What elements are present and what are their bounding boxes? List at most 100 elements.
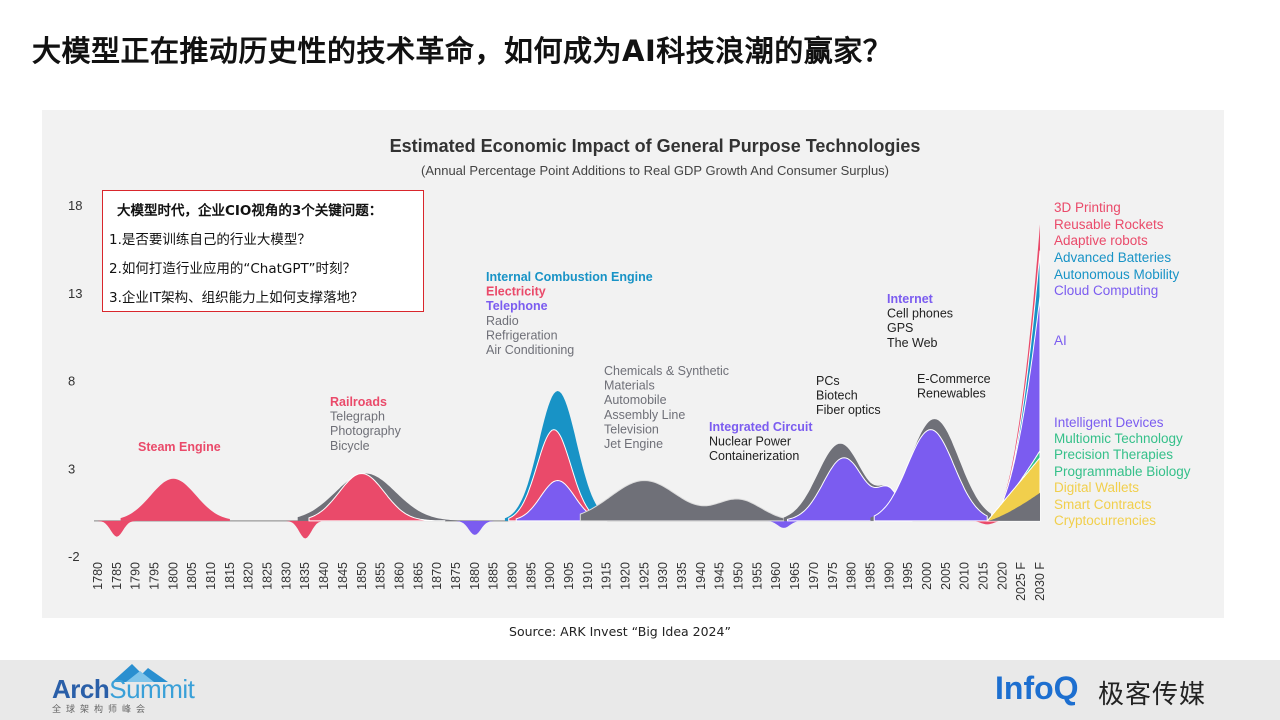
x-tick-label: 1815 bbox=[223, 562, 237, 590]
annotation-label: Cell phones bbox=[887, 307, 953, 321]
logo-part: Info bbox=[995, 670, 1054, 706]
y-tick-label: 13 bbox=[68, 286, 82, 301]
annotation-label: Telegraph bbox=[330, 410, 385, 424]
annotation-label: The Web bbox=[887, 336, 938, 350]
source-note: Source: ARK Invest “Big Idea 2024” bbox=[509, 624, 731, 639]
x-tick-label: 1820 bbox=[242, 562, 256, 590]
x-tick-label: 1995 bbox=[901, 562, 915, 590]
callout-question: 2.如何打造行业应用的“ChatGPT”时刻？ bbox=[109, 261, 356, 277]
annotation-label: Internet bbox=[887, 292, 934, 306]
x-tick-label: 1965 bbox=[788, 562, 802, 590]
x-tick-label: 1870 bbox=[430, 562, 444, 590]
y-tick-label: 18 bbox=[68, 198, 82, 213]
archsummit-logo-sub: 全球架构师峰会 bbox=[52, 705, 151, 715]
x-tick-label: 1975 bbox=[826, 562, 840, 590]
mark-peak-layer bbox=[873, 429, 988, 522]
x-tick-label: 1945 bbox=[713, 562, 727, 590]
x-tick-label: 1840 bbox=[317, 562, 331, 590]
y-tick-label: 3 bbox=[68, 461, 75, 476]
archsummit-logo-text: ArchSummit bbox=[52, 674, 195, 705]
legend-entry: Advanced Batteries bbox=[1054, 250, 1171, 265]
infoq-logo: InfoQ bbox=[995, 670, 1079, 707]
x-tick-label: 1830 bbox=[279, 562, 293, 590]
legend-entry: AI bbox=[1054, 333, 1067, 348]
x-tick-label: 1920 bbox=[619, 562, 633, 590]
x-tick-label: 1805 bbox=[185, 562, 199, 590]
x-tick-label: 1940 bbox=[694, 562, 708, 590]
annotation-label: Renewables bbox=[917, 387, 986, 401]
x-tick-label: 1795 bbox=[148, 562, 162, 590]
x-tick-label: 1880 bbox=[468, 562, 482, 590]
annotation-label: Internal Combustion Engine bbox=[486, 270, 653, 284]
logo-part: Q bbox=[1053, 670, 1079, 706]
annotation-label: Steam Engine bbox=[138, 440, 221, 454]
annotation-label: Air Conditioning bbox=[486, 343, 574, 357]
mark-dip bbox=[764, 520, 803, 528]
legend-entry: Cloud Computing bbox=[1054, 283, 1158, 298]
annotation-label: Refrigeration bbox=[486, 328, 558, 342]
mark-dip bbox=[286, 520, 325, 539]
legend-entry: Digital Wallets bbox=[1054, 480, 1139, 495]
x-tick-label: 1875 bbox=[449, 562, 463, 590]
x-tick-label: 1825 bbox=[261, 562, 275, 590]
mark-dip bbox=[968, 520, 1007, 525]
x-tick-label: 1780 bbox=[91, 562, 105, 590]
cio-questions-callout: 大模型时代，企业CIO视角的3个关键问题： 1.是否要训练自己的行业大模型？ 2… bbox=[102, 190, 424, 312]
x-tick-label: 1980 bbox=[845, 562, 859, 590]
annotation-label: Biotech bbox=[816, 389, 858, 403]
annotation-label: GPS bbox=[887, 321, 913, 335]
annotation-label: Nuclear Power bbox=[709, 435, 791, 449]
x-tick-label: 1970 bbox=[807, 562, 821, 590]
x-tick-label: 2020 bbox=[995, 562, 1009, 590]
annotation-label: Integrated Circuit bbox=[709, 420, 813, 434]
x-tick-label: 1855 bbox=[374, 562, 388, 590]
x-tick-label: 1935 bbox=[675, 562, 689, 590]
annotation-label: Materials bbox=[604, 379, 655, 393]
x-tick-label: 1810 bbox=[204, 562, 218, 590]
annotation-label: Chemicals & Synthetic bbox=[604, 364, 729, 378]
y-tick-label: -2 bbox=[68, 549, 80, 564]
annotation-label: E-Commerce bbox=[917, 372, 991, 386]
annotation-label: Fiber optics bbox=[816, 403, 881, 417]
x-tick-label: 1885 bbox=[487, 562, 501, 590]
legend-entry: 3D Printing bbox=[1054, 200, 1121, 215]
slide-title: 大模型正在推动历史性的技术革命，如何成为AI科技浪潮的赢家？ bbox=[32, 34, 893, 68]
x-tick-label: 1985 bbox=[863, 562, 877, 590]
chart-title: Estimated Economic Impact of General Pur… bbox=[389, 136, 921, 156]
x-tick-label: 1950 bbox=[732, 562, 746, 590]
callout-question: 1.是否要训练自己的行业大模型？ bbox=[109, 232, 311, 248]
x-tick-label: 2000 bbox=[920, 562, 934, 590]
legend-entry: Multiomic Technology bbox=[1054, 431, 1183, 446]
x-tick-label: 1905 bbox=[562, 562, 576, 590]
legend-entry: Autonomous Mobility bbox=[1054, 267, 1180, 282]
legend-entry: Intelligent Devices bbox=[1054, 415, 1164, 430]
x-tick-label: 1910 bbox=[581, 562, 595, 590]
y-tick-label: 8 bbox=[68, 374, 75, 389]
footer-bar bbox=[0, 660, 1280, 720]
mark-peak bbox=[579, 479, 785, 522]
mountain-icon bbox=[112, 664, 168, 682]
logo-part: Arch bbox=[52, 674, 110, 704]
annotation-label: Telephone bbox=[486, 299, 548, 313]
x-tick-label: 1955 bbox=[750, 562, 764, 590]
legend-entry: Adaptive robots bbox=[1054, 233, 1148, 248]
x-tick-label: 1915 bbox=[600, 562, 614, 590]
mark-peak-layer bbox=[786, 457, 913, 522]
x-tick-label: 2015 bbox=[976, 562, 990, 590]
legend-entry: Precision Therapies bbox=[1054, 447, 1173, 462]
annotation-label: Containerization bbox=[709, 449, 799, 463]
x-tick-label: 1865 bbox=[411, 562, 425, 590]
x-tick-label: 1785 bbox=[110, 562, 124, 590]
x-tick-label: 2025 F bbox=[1014, 562, 1028, 601]
annotation-label: Jet Engine bbox=[604, 437, 663, 451]
annotation-label: Radio bbox=[486, 314, 519, 328]
x-tick-label: 2005 bbox=[939, 562, 953, 590]
legend-entry: Reusable Rockets bbox=[1054, 217, 1164, 232]
archsummit-logo: ArchSummit 全球架构师峰会 bbox=[52, 674, 195, 715]
x-tick-label: 2030 F bbox=[1033, 562, 1047, 601]
x-tick-label: 1900 bbox=[543, 562, 557, 590]
annotation-label: Television bbox=[604, 422, 659, 436]
annotation-label: Photography bbox=[330, 424, 402, 438]
mark-dip bbox=[98, 520, 136, 537]
mark-dip bbox=[455, 520, 494, 535]
